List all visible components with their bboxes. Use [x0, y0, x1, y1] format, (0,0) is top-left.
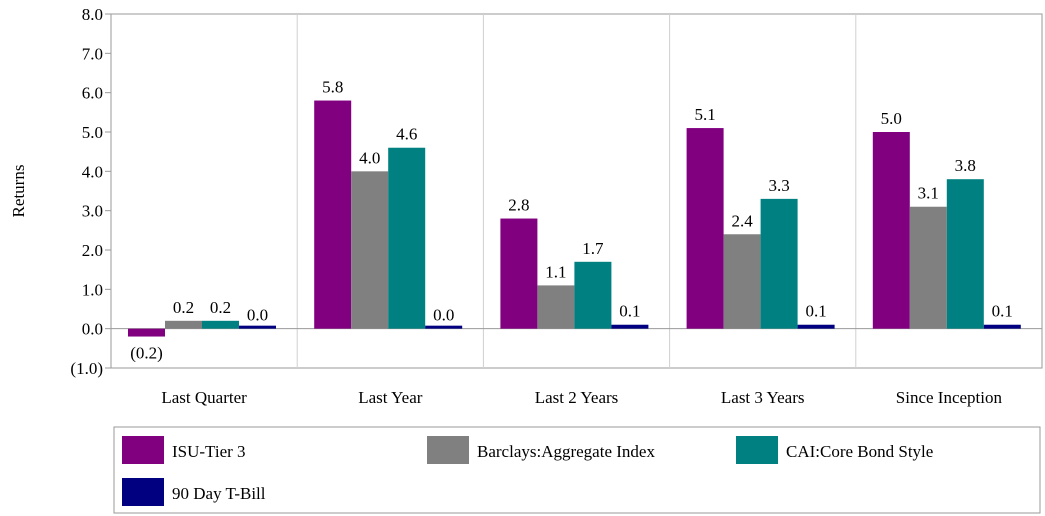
data-label: 5.8	[322, 78, 343, 97]
legend: ISU-Tier 3 Barclays:Aggregate Index CAI:Co…	[113, 426, 1041, 514]
legend-label: Barclays:Aggregate Index	[477, 442, 655, 461]
bar	[202, 320, 239, 329]
y-tick-label: (1.0)	[70, 359, 103, 378]
legend-swatch	[122, 478, 164, 506]
bar	[760, 198, 798, 329]
category-labels: Last Quarter Last Year Last 2 Years Last 3 …	[161, 388, 1002, 407]
legend-label: 90 Day T-Bill	[172, 484, 266, 503]
data-label: 0.2	[210, 298, 231, 317]
data-label: 3.1	[918, 184, 939, 203]
bar	[872, 132, 910, 329]
data-label: 0.1	[619, 302, 640, 321]
data-label: 0.0	[433, 306, 454, 325]
data-labels: (0.2) 0.2 0.2 0.0 5.8 4.0 4.6 0.0 2.8 1.1 1.7 0.1 5.…	[130, 78, 1013, 363]
y-tick-label: 8.0	[82, 5, 103, 24]
bar	[983, 324, 1021, 329]
bar	[574, 261, 612, 329]
bar	[909, 206, 947, 329]
data-label: (0.2)	[130, 344, 163, 363]
bar	[351, 171, 389, 329]
y-tick-label: 2.0	[82, 241, 103, 260]
legend-label: CAI:Core Bond Style	[786, 442, 933, 461]
y-tick-label: 3.0	[82, 202, 103, 221]
bar	[686, 128, 724, 329]
legend-swatch	[736, 436, 778, 464]
data-label: 2.8	[508, 196, 529, 215]
data-label: 0.1	[992, 302, 1013, 321]
bar	[314, 100, 352, 329]
category-label: Last 3 Years	[721, 388, 805, 407]
data-label: 0.2	[173, 298, 194, 317]
data-label: 0.0	[247, 306, 268, 325]
y-tick-label: 1.0	[82, 280, 103, 299]
y-tick-label: 4.0	[82, 162, 103, 181]
bar	[797, 324, 835, 329]
bar	[165, 320, 202, 329]
y-axis-ticks: (1.0) 0.0 1.0 2.0 3.0 4.0 5.0 6.0 7.0 8.0	[70, 5, 111, 378]
data-label: 1.7	[582, 239, 604, 258]
data-label: 2.4	[731, 211, 753, 230]
bar	[239, 325, 276, 329]
y-tick-label: 5.0	[82, 123, 103, 142]
legend-box	[113, 426, 1041, 514]
bar	[611, 324, 649, 329]
bar	[500, 218, 538, 329]
y-tick-label: 6.0	[82, 84, 103, 103]
data-label: 1.1	[545, 262, 566, 281]
bar	[128, 328, 165, 337]
data-label: 3.8	[955, 156, 976, 175]
data-label: 5.1	[694, 105, 715, 124]
data-label: 4.0	[359, 148, 380, 167]
category-label: Last Year	[358, 388, 423, 407]
category-label: Since Inception	[896, 388, 1003, 407]
bar	[723, 234, 761, 329]
legend-swatch	[427, 436, 469, 464]
bar	[388, 147, 426, 329]
legend-label: ISU-Tier 3	[172, 442, 246, 461]
y-tick-label: 7.0	[82, 44, 103, 63]
category-label: Last Quarter	[161, 388, 247, 407]
y-axis-label: Returns	[9, 165, 28, 218]
data-label: 5.0	[881, 109, 902, 128]
y-tick-label: 0.0	[82, 320, 103, 339]
data-label: 4.6	[396, 125, 417, 144]
bar	[425, 325, 463, 329]
data-label: 3.3	[768, 176, 789, 195]
category-label: Last 2 Years	[535, 388, 619, 407]
data-label: 0.1	[805, 302, 826, 321]
legend-swatch	[122, 436, 164, 464]
bar	[537, 285, 575, 329]
bar	[946, 179, 984, 329]
bars	[128, 100, 1021, 337]
